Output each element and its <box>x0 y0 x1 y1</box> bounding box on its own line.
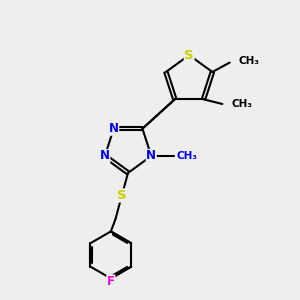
Text: CH₃: CH₃ <box>231 99 252 109</box>
Text: N: N <box>109 122 119 135</box>
Text: N: N <box>146 149 156 163</box>
Text: S: S <box>184 49 194 62</box>
Text: CH₃: CH₃ <box>238 56 260 66</box>
Text: S: S <box>117 189 127 202</box>
Text: CH₃: CH₃ <box>177 151 198 161</box>
Text: F: F <box>107 275 115 288</box>
Text: N: N <box>100 149 110 163</box>
